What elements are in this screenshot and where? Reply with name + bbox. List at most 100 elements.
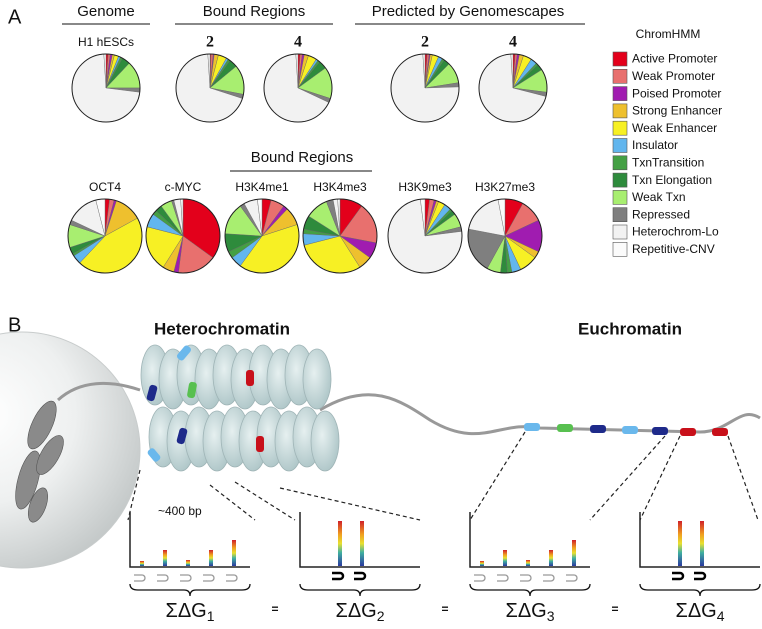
pie-outline (263, 53, 333, 123)
legend: ChromHMM Active Promoter Weak Promoter Pois… (612, 27, 722, 257)
histone-mark (176, 427, 188, 445)
dashed-line (279, 487, 421, 521)
legend-label: Active Promoter (632, 52, 717, 66)
legend-swatch (612, 224, 628, 240)
histone-mark (524, 423, 540, 431)
energy-symbol: ΣΔG (675, 600, 716, 622)
pie-charts: H1 hESCs 2 4 2 4 OCT4 c-MYC H3K4me1 H3K4me3 H3K9m… (67, 34, 548, 274)
pie-outline (302, 198, 378, 274)
legend-label: Repressed (632, 207, 690, 221)
legend-label: TxnTransition (632, 155, 704, 169)
binding-site (226, 574, 238, 582)
dashed-line (127, 469, 141, 521)
binding-site (203, 574, 215, 582)
pie-title: H1 hESCs (78, 35, 134, 49)
pie-title: H3K27me3 (475, 180, 535, 194)
histone-mark (712, 428, 728, 436)
mini-axis (469, 512, 590, 568)
dashed-line (469, 431, 526, 521)
marks (146, 345, 728, 462)
histone-mark (146, 384, 158, 402)
dna-strand (319, 393, 761, 436)
pie-title: 2 (421, 34, 429, 51)
chromatid (15, 450, 41, 510)
pie-outline (390, 53, 460, 123)
region-label: Heterochromatin (154, 319, 290, 338)
header: Bound Regions (203, 3, 306, 20)
legend-label: Poised Promoter (632, 86, 721, 100)
energy-bar (338, 521, 342, 566)
energy-symbol: ΣΔG (165, 600, 206, 622)
energy-bar (360, 521, 364, 566)
nucleosome (310, 410, 340, 472)
legend-label: Weak Enhancer (632, 121, 717, 135)
histone-mark (177, 345, 191, 361)
legend-swatch (612, 155, 628, 171)
histone-mark (590, 425, 606, 433)
dashed-line (209, 484, 256, 521)
chromatid (36, 435, 64, 475)
histone-mark (246, 370, 254, 386)
brace (299, 583, 421, 597)
energy-bar (480, 561, 484, 566)
nucleosome-cluster (140, 344, 340, 472)
energy-bar (526, 560, 530, 566)
pie-title: H3K4me1 (235, 180, 289, 194)
chromatid (27, 400, 57, 450)
dashed-line (234, 481, 296, 521)
energy-bar (163, 550, 167, 566)
legend-swatch (612, 172, 628, 188)
binding-site (672, 571, 685, 581)
binding-site (474, 574, 486, 582)
pie-outline (224, 198, 300, 274)
diagram: ΣΔG1 = ΣΔG2 = ΣΔG3 = ΣΔG4 Heterochromatin Euch… (0, 319, 761, 624)
legend-label: Txn Elongation (632, 173, 712, 187)
brace (639, 583, 761, 597)
legend-swatch (612, 190, 628, 205)
header: Predicted by Genomescapes (372, 3, 565, 20)
pie-outline (71, 53, 141, 123)
header: Bound Regions (251, 149, 354, 166)
pie-outline (67, 198, 143, 274)
legend-label: Heterochrom-Lo (632, 225, 719, 239)
energy-label: ΣΔG4 (675, 600, 724, 623)
legend-swatch (612, 242, 628, 257)
equals-sign: = (441, 602, 448, 616)
legend-label: Insulator (632, 138, 678, 152)
region-label: Euchromatin (578, 319, 682, 338)
energy-subscript: 3 (547, 608, 555, 624)
energy-label: ΣΔG1 (165, 600, 214, 623)
binding-site (180, 574, 192, 582)
energy-symbol: ΣΔG (505, 600, 546, 622)
energy-bar (700, 521, 704, 566)
legend-swatch (612, 86, 628, 101)
chromosome (15, 400, 64, 523)
legend-swatch (612, 51, 628, 67)
dashed-line (589, 435, 666, 521)
binding-site (354, 571, 367, 581)
spacing-label: ~400 bp (158, 504, 202, 518)
brace (469, 583, 591, 597)
legend-swatch (612, 120, 628, 136)
energy-bar (140, 561, 144, 566)
legend-swatch (612, 207, 628, 222)
pie-title: H3K9me3 (398, 180, 452, 194)
equals-sign: = (611, 602, 618, 616)
brace (129, 583, 251, 597)
energy-label: ΣΔG3 (505, 600, 554, 623)
pie-outline (478, 53, 548, 123)
binding-site (543, 574, 555, 582)
pie-outline (145, 198, 221, 274)
equals-sign: = (271, 602, 278, 616)
dashed-line (727, 435, 759, 521)
mini-axis (299, 512, 420, 568)
pie-outline (175, 53, 245, 123)
legend-label: Strong Enhancer (632, 104, 722, 118)
energy-subscript: 2 (377, 608, 385, 624)
energy-bar (678, 521, 682, 566)
energy-bar (209, 550, 213, 566)
legend-label: Weak Promoter (632, 69, 715, 83)
binding-site (520, 574, 532, 582)
nucleus (0, 331, 141, 569)
